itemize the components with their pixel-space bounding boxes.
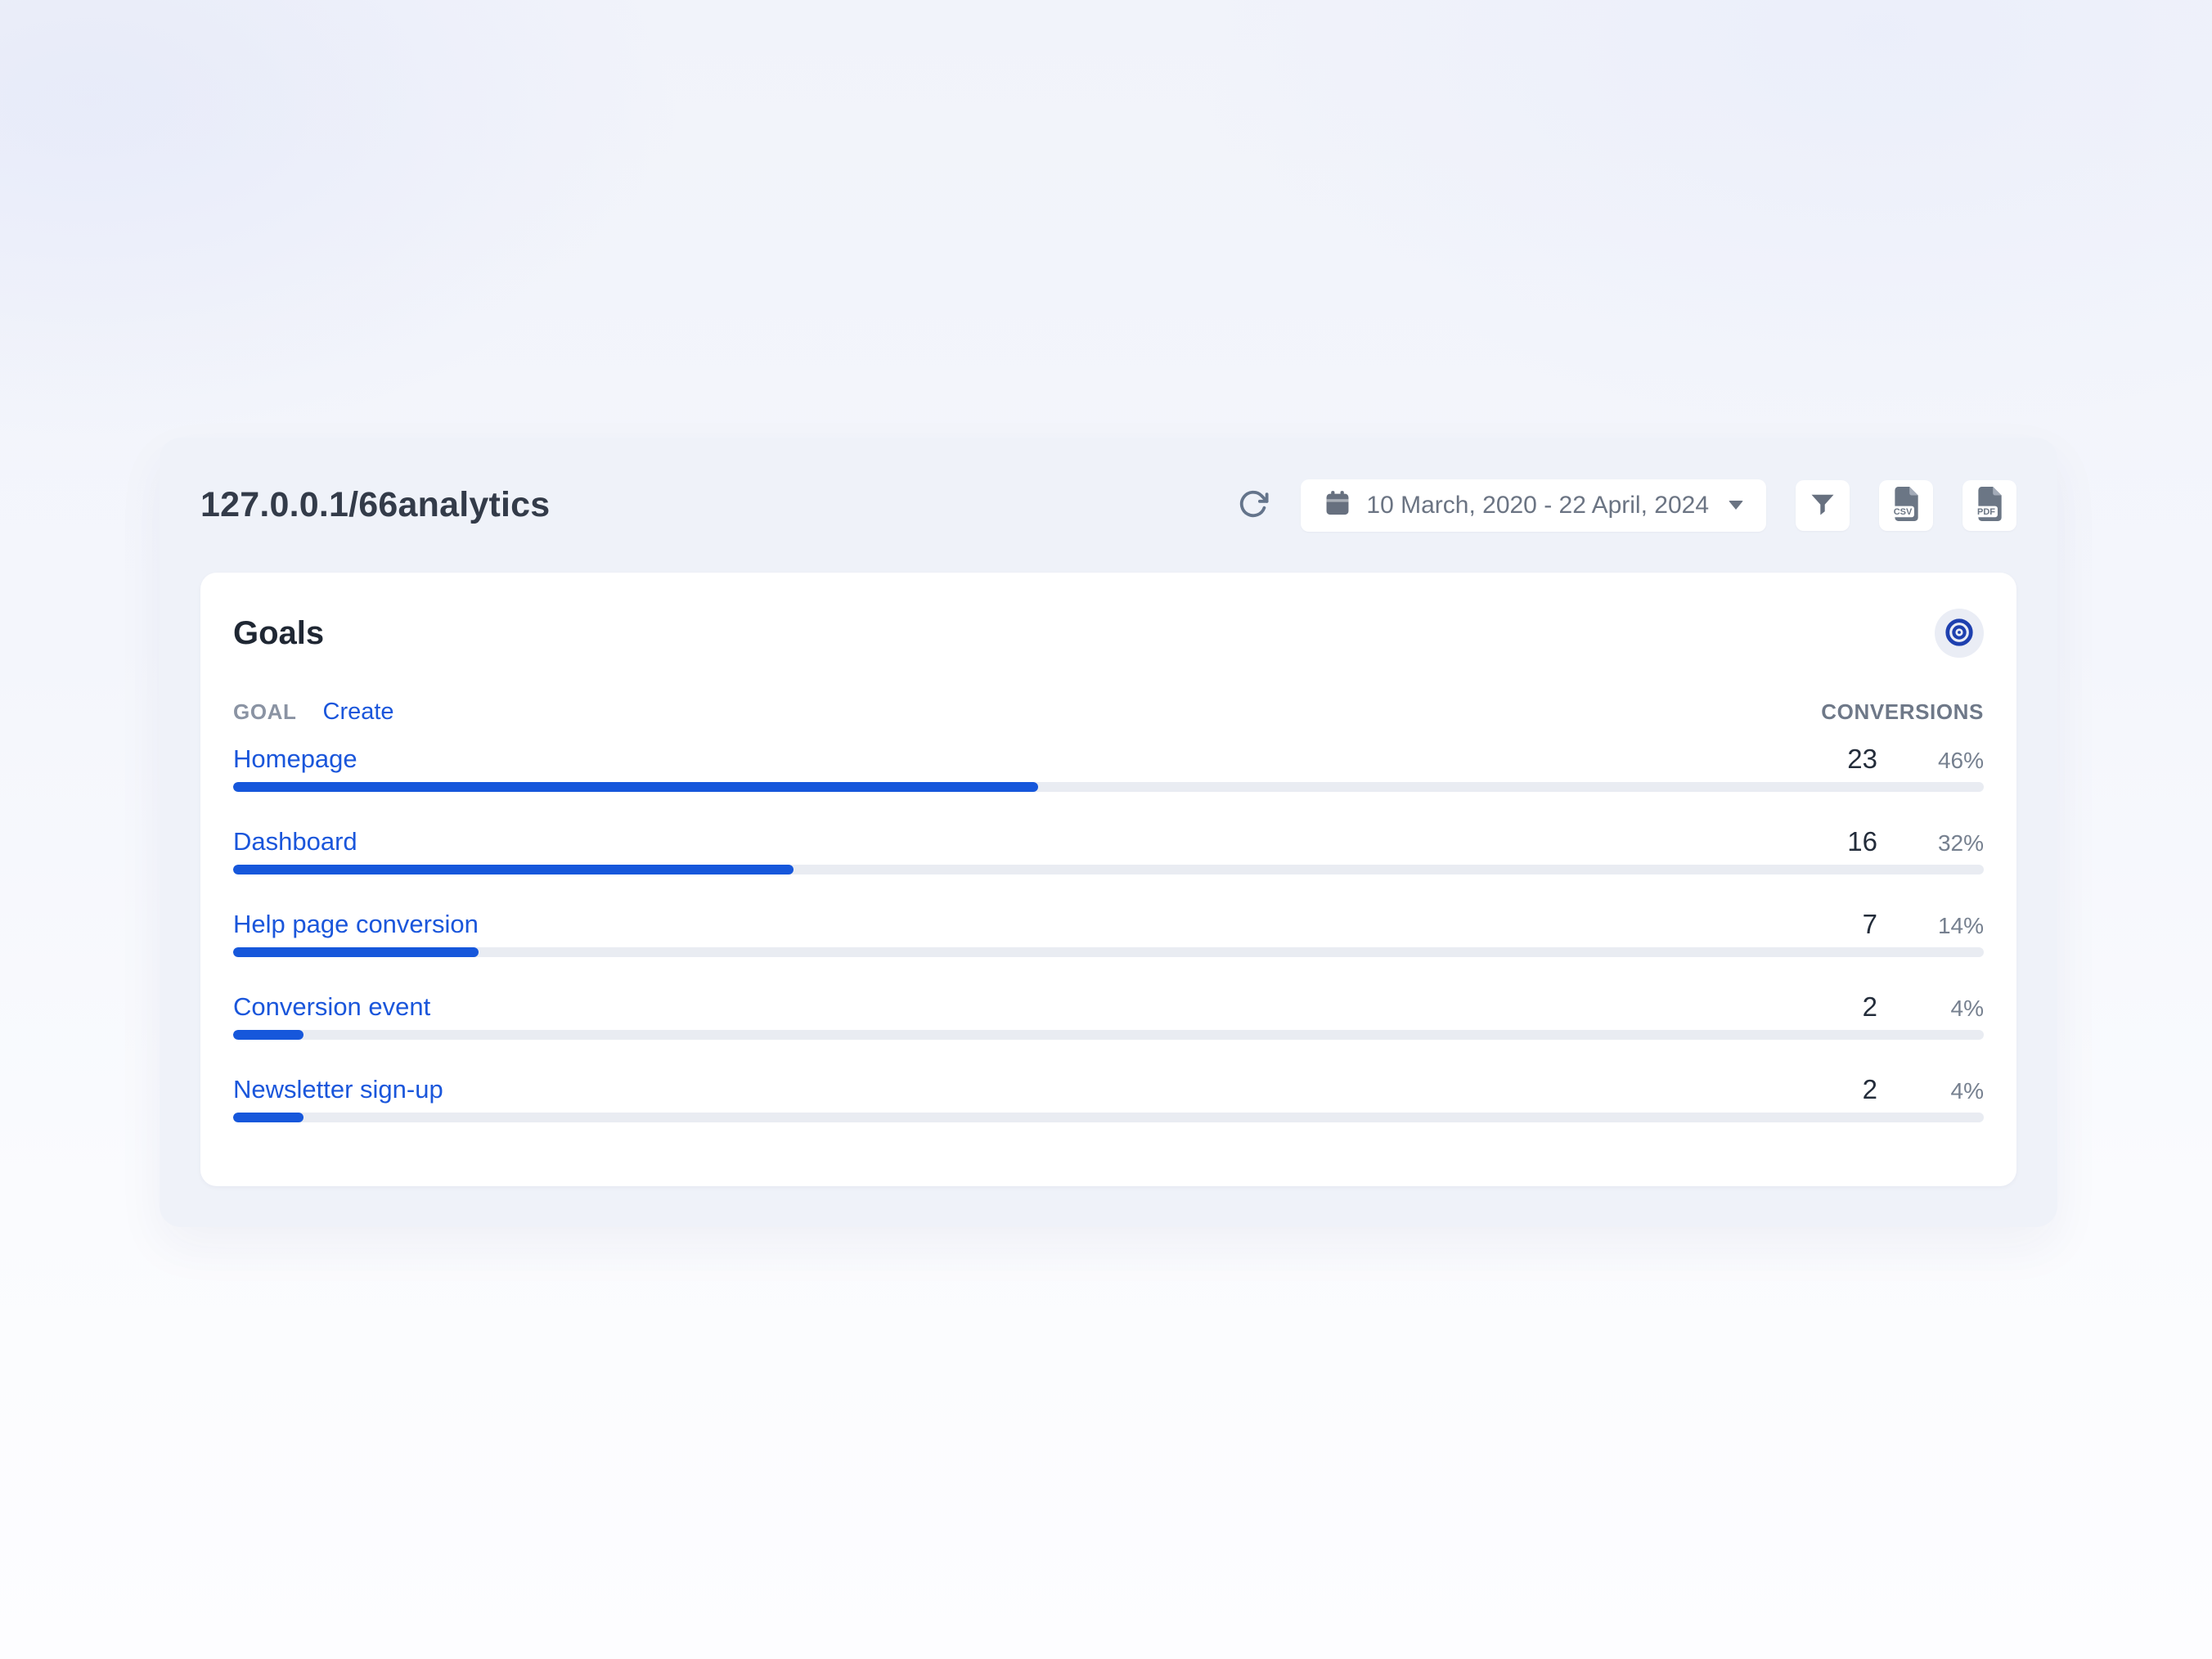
goal-conversions-count: 7 — [1862, 909, 1877, 939]
goal-progress-fill — [233, 947, 479, 957]
refresh-icon — [1238, 488, 1269, 522]
goal-link[interactable]: Newsletter sign-up — [233, 1075, 443, 1104]
goal-link[interactable]: Dashboard — [233, 827, 357, 856]
panel-header: 127.0.0.1/66analytics — [160, 438, 2057, 573]
goal-conversions-count: 2 — [1862, 1074, 1877, 1104]
export-csv-button[interactable]: CSV — [1879, 479, 1933, 531]
column-goal: GOAL — [233, 699, 297, 724]
goal-conversions-percent: 14% — [1937, 913, 1984, 938]
goals-title: Goals — [233, 614, 325, 651]
export-pdf-icon: PDF — [1973, 486, 2006, 524]
goal-link[interactable]: Homepage — [233, 744, 357, 773]
goal-row-top: Help page conversion 7 14% — [233, 909, 1984, 940]
goal-conversions-percent: 46% — [1937, 748, 1984, 773]
analytics-panel: 127.0.0.1/66analytics — [160, 438, 2057, 1227]
goal-numbers: 2 4% — [1820, 991, 1984, 1023]
goal-row: Dashboard 16 32% — [233, 826, 1984, 874]
refresh-button[interactable] — [1235, 488, 1271, 524]
date-range-picker[interactable]: 10 March, 2020 - 22 April, 2024 — [1301, 479, 1766, 532]
goal-row-top: Homepage 23 46% — [233, 744, 1984, 775]
chevron-down-icon — [1729, 501, 1743, 510]
goal-progress-track — [233, 947, 1984, 957]
goal-numbers: 2 4% — [1820, 1074, 1984, 1105]
goal-progress-track — [233, 782, 1984, 792]
goal-row: Newsletter sign-up 2 4% — [233, 1074, 1984, 1122]
goals-list: Homepage 23 46% Dashboard 16 32% Help page con… — [233, 744, 1984, 1122]
goal-progress-track — [233, 865, 1984, 874]
goal-link[interactable]: Conversion event — [233, 992, 431, 1021]
goal-conversions-percent: 32% — [1937, 830, 1984, 856]
goal-progress-fill — [233, 1030, 303, 1040]
goal-numbers: 16 32% — [1820, 826, 1984, 857]
goal-progress-track — [233, 1030, 1984, 1040]
goal-row: Help page conversion 7 14% — [233, 909, 1984, 957]
goal-progress-track — [233, 1113, 1984, 1122]
calendar-icon — [1324, 489, 1351, 521]
header-controls: 10 March, 2020 - 22 April, 2024 CSV — [1235, 479, 2016, 532]
goals-table-header: GOAL Create CONVERSIONS — [233, 699, 1984, 726]
goal-progress-fill — [233, 1113, 303, 1122]
goal-row-top: Dashboard 16 32% — [233, 826, 1984, 857]
target-icon — [1944, 617, 1975, 650]
site-title: 127.0.0.1/66analytics — [200, 485, 551, 524]
goals-card: Goals GOAL Create CONVERSIONS Homepage 23… — [200, 573, 2016, 1186]
column-conversions: CONVERSIONS — [1821, 699, 1984, 724]
goal-progress-fill — [233, 782, 1039, 792]
goal-conversions-count: 23 — [1847, 744, 1877, 774]
goal-numbers: 23 46% — [1820, 744, 1984, 775]
svg-text:CSV: CSV — [1894, 507, 1913, 517]
goal-row: Homepage 23 46% — [233, 744, 1984, 792]
goals-widget-button[interactable] — [1935, 609, 1984, 658]
goal-conversions-count: 16 — [1847, 826, 1877, 856]
goal-conversions-count: 2 — [1862, 991, 1877, 1022]
filter-icon — [1808, 489, 1837, 521]
goal-numbers: 7 14% — [1820, 909, 1984, 940]
export-csv-icon: CSV — [1890, 486, 1922, 524]
goal-row: Conversion event 2 4% — [233, 991, 1984, 1040]
goals-card-header: Goals — [233, 573, 1984, 658]
goal-row-top: Conversion event 2 4% — [233, 991, 1984, 1023]
goal-link[interactable]: Help page conversion — [233, 910, 479, 938]
goal-row-top: Newsletter sign-up 2 4% — [233, 1074, 1984, 1105]
date-range-text: 10 March, 2020 - 22 April, 2024 — [1366, 491, 1709, 519]
filter-button[interactable] — [1796, 479, 1850, 531]
create-goal-link[interactable]: Create — [322, 699, 394, 725]
goal-conversions-percent: 4% — [1950, 1078, 1984, 1104]
goal-conversions-percent: 4% — [1950, 996, 1984, 1021]
goal-progress-fill — [233, 865, 794, 874]
svg-text:PDF: PDF — [1977, 507, 1995, 517]
export-pdf-button[interactable]: PDF — [1962, 479, 2016, 531]
